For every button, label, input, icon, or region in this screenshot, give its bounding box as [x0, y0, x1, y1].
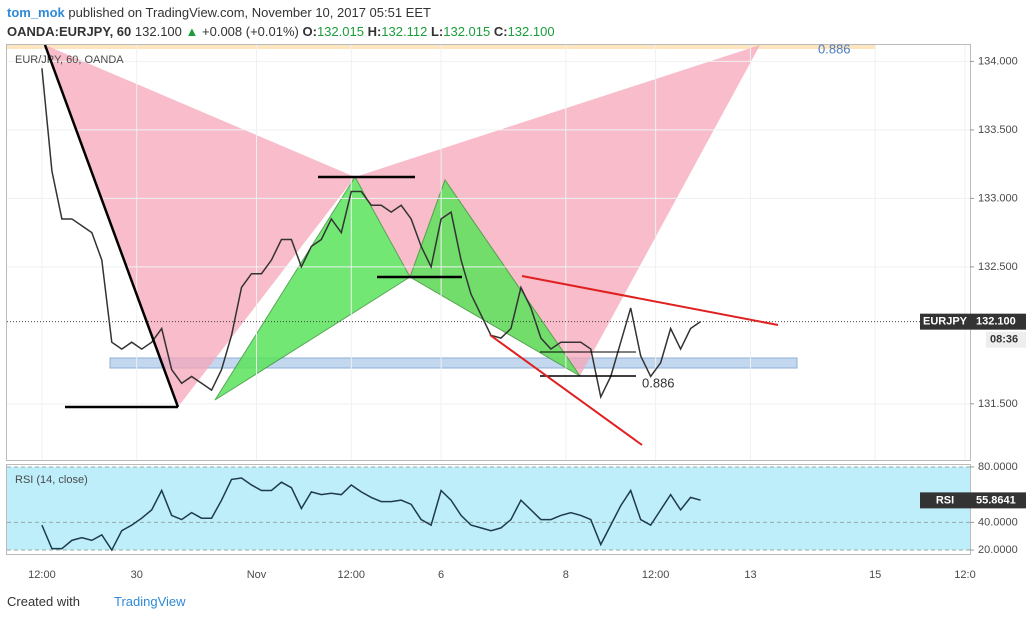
y-tick-label: 132.500 [978, 261, 1018, 273]
last-value: 132.100 [976, 316, 1016, 328]
x-tick-label: 13 [744, 569, 756, 581]
y-tick-label: 134.000 [978, 55, 1018, 67]
published: published on TradingView.com, November 1… [68, 5, 431, 20]
price: 132.100 [134, 24, 182, 39]
header-line: tom_mok published on TradingView.com, No… [7, 3, 555, 22]
x-tick-label: 30 [131, 569, 143, 581]
last-value-box [970, 313, 1026, 330]
countdown: 08:36 [990, 334, 1018, 346]
fib-label: 0.886 [642, 375, 675, 390]
chart: 134.000133.500133.000132.500131.50012:00… [6, 41, 1026, 581]
pane-title: RSI (14, close) [15, 474, 88, 486]
harmonic-pattern [45, 45, 760, 407]
last-name-box [920, 313, 970, 330]
created-with: Created with [7, 594, 80, 609]
x-tick-label: 12:00 [28, 569, 56, 581]
series-line [41, 477, 701, 552]
o-value: 132.015 [316, 24, 364, 39]
drawing-line [43, 44, 180, 408]
c-value: 132.100 [507, 24, 555, 39]
series-line [41, 68, 701, 400]
quote-line: OANDA:EURJPY, 60 132.100 ▲ +0.008 (+0.01… [7, 22, 555, 41]
brand-link[interactable]: TradingView [113, 594, 186, 609]
last-name-box [920, 492, 970, 509]
x-tick-label: 8 [563, 569, 569, 581]
countdown-box [986, 331, 1026, 348]
pattern-green-1 [214, 176, 411, 401]
x-tick-label: 15 [869, 569, 881, 581]
y-tick-label: 133.000 [978, 192, 1018, 204]
l-value: 132.015 [443, 24, 491, 39]
symbol: OANDA:EURJPY, 60 [7, 24, 132, 39]
y-tick-label: 131.500 [978, 398, 1018, 410]
x-tick-label: 6 [438, 569, 444, 581]
last-name: EURJPY [923, 316, 968, 328]
pattern-xab [45, 45, 355, 407]
h-value: 132.112 [381, 24, 428, 39]
author[interactable]: tom_mok [7, 5, 65, 20]
price-pane [6, 44, 971, 461]
x-tick-label: 12:00 [338, 569, 366, 581]
rsi-pane [6, 464, 971, 555]
last-value: 55.8641 [976, 494, 1016, 506]
y-tick-label: 20.0000 [978, 544, 1018, 556]
l-label: L: [430, 24, 444, 39]
x-tick-label: 12:00 [642, 569, 670, 581]
drawing-line [521, 275, 779, 326]
drawing-line [489, 334, 643, 446]
fib-label: 0.886 [818, 41, 851, 56]
change: +0.008 (+0.01%) [202, 24, 299, 39]
up-arrow: ▲ [185, 24, 199, 39]
c-label: C: [493, 24, 508, 39]
support-zone [109, 357, 798, 369]
footer: Created with TradingView [7, 594, 186, 609]
x-tick-label: 12:0 [954, 569, 975, 581]
o-label: O: [302, 24, 317, 39]
rsi-band [7, 466, 970, 551]
y-tick-label: 133.500 [978, 124, 1018, 136]
y-tick-label: 80.0000 [978, 461, 1018, 473]
h-label: H: [367, 24, 382, 39]
pane-title: EUR/JPY, 60, OANDA [15, 54, 124, 66]
last-name: RSI [936, 494, 954, 506]
last-value-box [970, 492, 1026, 509]
pattern-bcd [355, 45, 760, 376]
x-tick-label: Nov [247, 569, 267, 581]
header: tom_mok published on TradingView.com, No… [7, 3, 555, 41]
y-tick-label: 40.0000 [978, 516, 1018, 528]
